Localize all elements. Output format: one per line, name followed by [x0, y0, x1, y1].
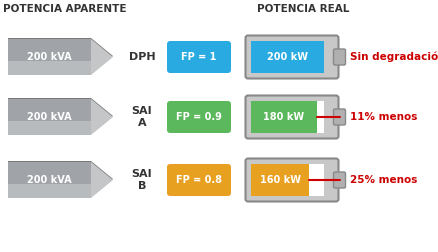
FancyBboxPatch shape	[251, 101, 324, 133]
FancyBboxPatch shape	[251, 41, 324, 73]
Text: DPH: DPH	[129, 52, 155, 62]
FancyBboxPatch shape	[251, 41, 324, 73]
Polygon shape	[8, 99, 91, 135]
Polygon shape	[8, 98, 113, 134]
FancyBboxPatch shape	[251, 164, 324, 196]
Text: 200 kVA: 200 kVA	[27, 175, 72, 185]
Text: SAI
A: SAI A	[132, 106, 152, 128]
Text: FP = 0.9: FP = 0.9	[176, 112, 222, 122]
Text: POTENCIA APARENTE: POTENCIA APARENTE	[3, 4, 127, 14]
Text: FP = 0.8: FP = 0.8	[176, 175, 222, 185]
Polygon shape	[91, 39, 113, 75]
FancyBboxPatch shape	[246, 159, 339, 202]
Polygon shape	[8, 38, 113, 74]
Polygon shape	[8, 161, 113, 197]
Polygon shape	[8, 184, 91, 198]
FancyBboxPatch shape	[167, 41, 231, 73]
Polygon shape	[8, 60, 91, 75]
Polygon shape	[8, 39, 91, 75]
FancyBboxPatch shape	[167, 101, 231, 133]
Polygon shape	[91, 99, 113, 135]
Polygon shape	[8, 121, 91, 135]
Text: 180 kW: 180 kW	[263, 112, 304, 122]
Text: POTENCIA REAL: POTENCIA REAL	[257, 4, 349, 14]
Text: 200 kW: 200 kW	[267, 52, 308, 62]
Text: 11% menos: 11% menos	[350, 112, 417, 122]
Text: 160 kW: 160 kW	[260, 175, 301, 185]
Text: 200 kVA: 200 kVA	[27, 52, 72, 62]
Text: 200 kVA: 200 kVA	[27, 112, 72, 122]
FancyBboxPatch shape	[251, 164, 309, 196]
FancyBboxPatch shape	[333, 109, 346, 125]
Polygon shape	[8, 162, 91, 198]
Text: SAI
B: SAI B	[132, 169, 152, 191]
FancyBboxPatch shape	[333, 49, 346, 65]
FancyBboxPatch shape	[167, 164, 231, 196]
FancyBboxPatch shape	[251, 101, 317, 133]
Polygon shape	[91, 162, 113, 198]
FancyBboxPatch shape	[246, 96, 339, 139]
Text: FP = 1: FP = 1	[181, 52, 217, 62]
Text: 25% menos: 25% menos	[350, 175, 417, 185]
FancyBboxPatch shape	[333, 172, 346, 188]
FancyBboxPatch shape	[246, 36, 339, 79]
Text: Sin degradación: Sin degradación	[350, 52, 438, 62]
